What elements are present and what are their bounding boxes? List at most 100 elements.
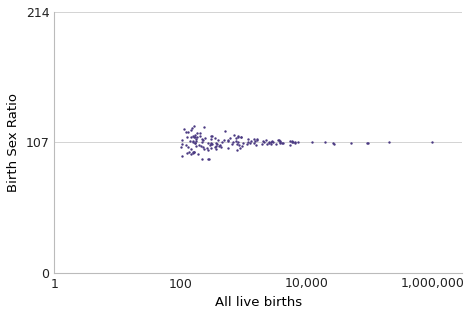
Point — [182, 130, 190, 135]
Point — [204, 147, 212, 152]
Point — [194, 151, 202, 156]
Point — [330, 141, 337, 146]
Point — [199, 137, 207, 143]
Point — [208, 141, 215, 146]
Point — [276, 138, 283, 143]
Point — [181, 127, 188, 132]
Point — [188, 128, 195, 133]
Point — [239, 140, 247, 145]
Point — [211, 145, 219, 150]
Point — [252, 143, 260, 148]
Point — [233, 142, 241, 147]
Point — [201, 146, 208, 151]
Point — [201, 136, 209, 141]
Point — [234, 135, 242, 140]
Point — [207, 136, 214, 141]
Point — [207, 142, 214, 147]
Point — [308, 140, 316, 145]
Point — [200, 144, 207, 149]
Point — [262, 137, 270, 142]
Point — [214, 137, 222, 143]
Point — [216, 144, 223, 149]
Point — [212, 146, 219, 151]
Point — [385, 139, 392, 144]
Point — [191, 134, 199, 139]
Point — [204, 157, 211, 162]
Point — [267, 142, 275, 147]
Point — [188, 125, 195, 131]
Point — [279, 141, 286, 146]
Point — [206, 143, 213, 148]
Point — [277, 141, 284, 146]
X-axis label: All live births: All live births — [215, 296, 302, 309]
Point — [192, 144, 200, 149]
Point — [244, 141, 251, 146]
Point — [193, 130, 201, 135]
Point — [186, 138, 193, 143]
Point — [191, 135, 198, 140]
Point — [204, 145, 211, 150]
Point — [267, 140, 274, 145]
Point — [199, 137, 206, 142]
Point — [185, 149, 192, 155]
Point — [188, 135, 195, 140]
Point — [238, 144, 246, 149]
Point — [185, 144, 192, 149]
Point — [220, 137, 228, 143]
Point — [179, 138, 186, 143]
Point — [187, 146, 195, 151]
Point — [190, 138, 197, 143]
Point — [190, 149, 198, 155]
Point — [189, 150, 197, 155]
Point — [205, 157, 212, 162]
Point — [294, 139, 301, 144]
Point — [204, 140, 211, 145]
Point — [212, 141, 219, 146]
Point — [232, 139, 240, 144]
Point — [289, 140, 297, 145]
Point — [275, 138, 283, 143]
Point — [268, 138, 275, 143]
Y-axis label: Birth Sex Ratio: Birth Sex Ratio — [7, 93, 20, 192]
Point — [208, 141, 216, 146]
Point — [288, 138, 295, 143]
Point — [208, 145, 215, 150]
Point — [265, 141, 273, 146]
Point — [211, 136, 219, 141]
Point — [192, 137, 200, 142]
Point — [263, 142, 271, 147]
Point — [212, 143, 219, 149]
Point — [248, 138, 255, 143]
Point — [270, 139, 277, 144]
Point — [189, 139, 196, 144]
Point — [250, 137, 258, 142]
Point — [347, 140, 355, 145]
Point — [234, 139, 241, 144]
Point — [209, 133, 216, 138]
Point — [193, 134, 201, 139]
Point — [259, 139, 266, 144]
Point — [189, 134, 197, 139]
Point — [179, 154, 186, 159]
Point — [321, 139, 328, 144]
Point — [218, 145, 225, 150]
Point — [428, 140, 436, 145]
Point — [198, 157, 206, 162]
Point — [230, 133, 238, 138]
Point — [274, 138, 282, 143]
Point — [292, 140, 299, 145]
Point — [286, 142, 293, 147]
Point — [197, 131, 204, 136]
Point — [191, 133, 199, 138]
Point — [273, 142, 280, 147]
Point — [224, 137, 231, 143]
Point — [235, 143, 243, 148]
Point — [237, 134, 245, 139]
Point — [244, 136, 252, 141]
Point — [235, 133, 242, 138]
Point — [260, 140, 267, 145]
Point — [233, 147, 241, 152]
Point — [221, 128, 228, 133]
Point — [190, 149, 198, 154]
Point — [195, 143, 203, 148]
